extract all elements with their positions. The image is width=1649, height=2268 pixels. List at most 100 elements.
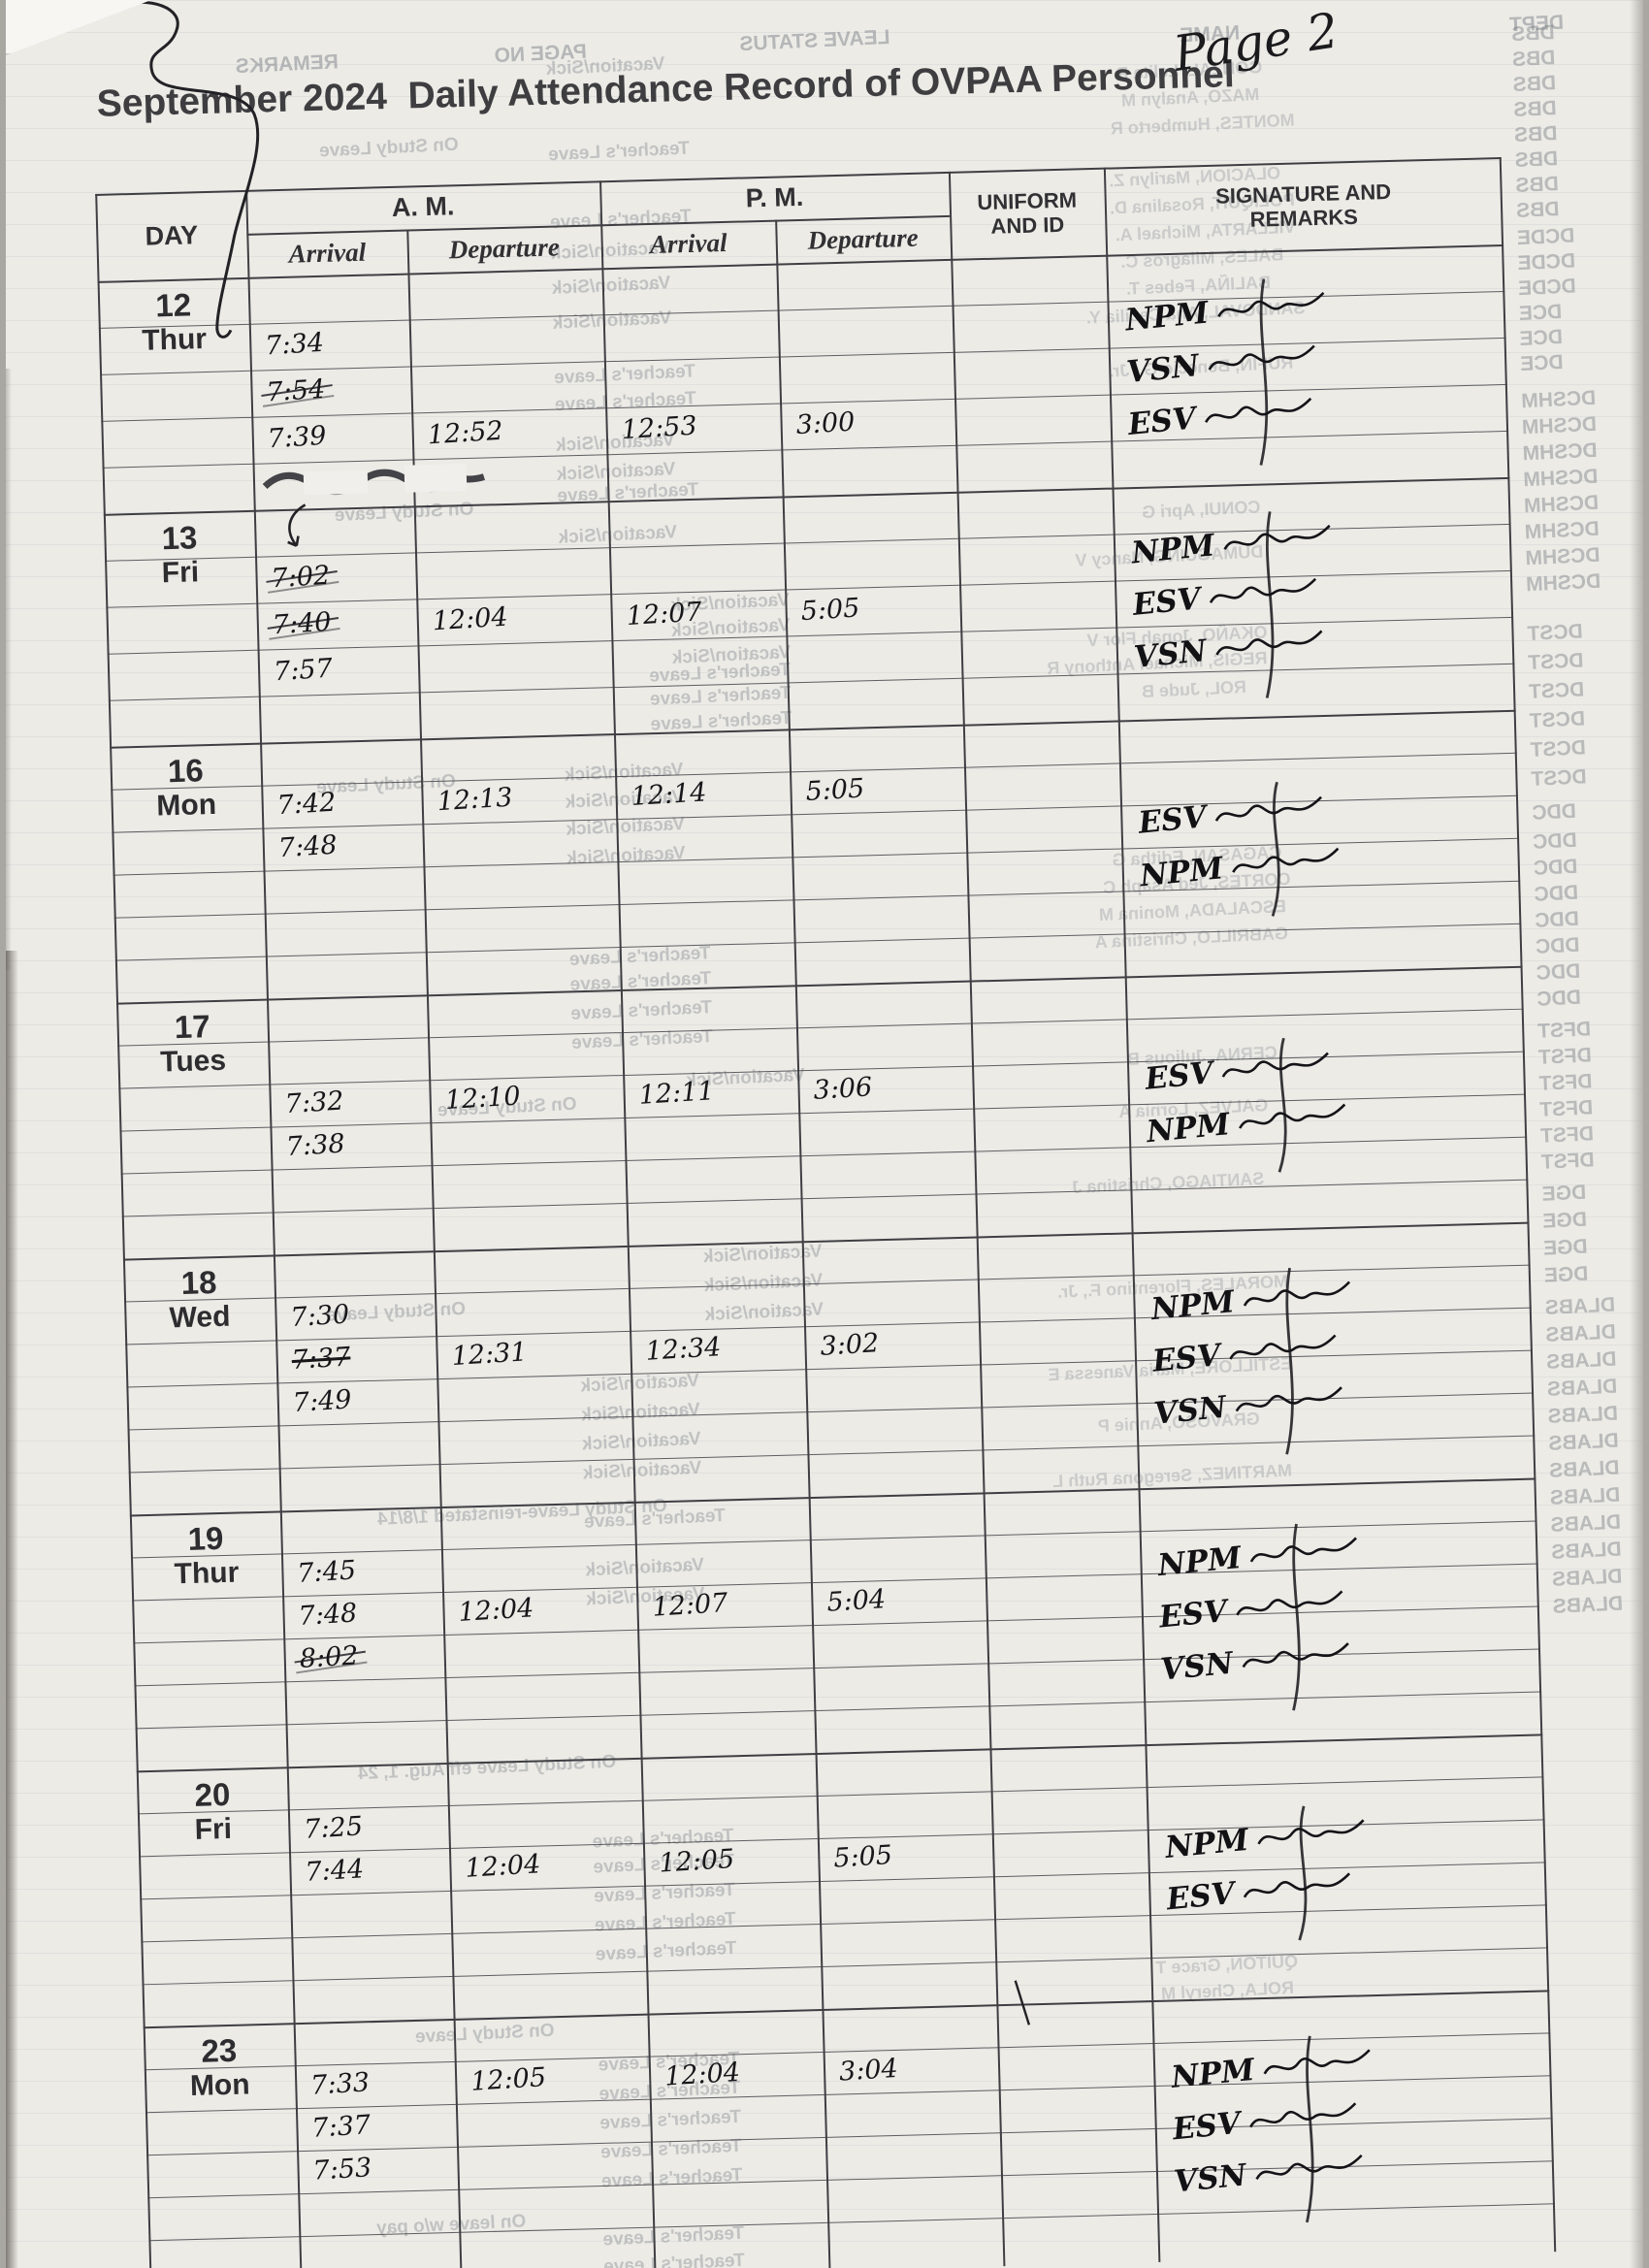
signature-flourish-icon xyxy=(1255,2154,1363,2181)
paper-page: REMARKS PAGE NO LEAVE STATUS NAME DEPT Vacati… xyxy=(6,0,1643,2268)
signature: NPM xyxy=(1139,839,1346,893)
signature-initials: ESV xyxy=(1150,1338,1222,1379)
bleedthrough-text: DFST xyxy=(1538,1096,1594,1121)
signature-flourish-icon xyxy=(1221,1052,1329,1078)
header-pm-arrival: Arrival xyxy=(649,227,728,259)
signature-long-flourish xyxy=(1236,780,1308,922)
bleedthrough-text: DDC xyxy=(1536,959,1581,985)
signature: VSN xyxy=(1159,1635,1356,1688)
time-cell-am-dep: 12:31 xyxy=(450,1337,529,1373)
bleedthrough-text: DCSHM xyxy=(1524,517,1600,544)
signature: NPM xyxy=(1156,1529,1364,1583)
bleedthrough-text: DLABS xyxy=(1552,1592,1624,1618)
time-cell-am-arr: 7:02 xyxy=(270,560,332,595)
bleedthrough-text: DDC xyxy=(1534,907,1580,932)
bleedthrough-text: DGE xyxy=(1543,1262,1589,1287)
day-weekday: Fri xyxy=(161,556,200,590)
time-cell-pm-arr: 12:04 xyxy=(663,2057,741,2092)
signature-flourish-icon xyxy=(1208,344,1315,371)
time-cell-am-arr: 7:33 xyxy=(309,2067,371,2101)
time-cell-am-dep: 12:52 xyxy=(426,415,504,451)
signature-flourish-icon xyxy=(1285,1267,1294,1455)
signature: NPM xyxy=(1145,1095,1352,1150)
bleedthrough-text: Teacher's Leave xyxy=(547,138,691,166)
signature: ESV xyxy=(1131,569,1324,623)
time-cell-am-arr: 7:39 xyxy=(266,420,328,455)
time-cell-pm-arr: 12:34 xyxy=(644,1332,723,1367)
signature: NPM xyxy=(1164,1811,1372,1865)
table-row-line xyxy=(113,880,1521,919)
signature: ESV xyxy=(1157,1582,1350,1636)
signature-flourish-icon xyxy=(1305,2035,1314,2223)
signature-long-flourish xyxy=(1249,1265,1322,1459)
time-cell-am-dep: 12:04 xyxy=(431,601,509,637)
signature-flourish-icon xyxy=(1214,795,1323,822)
day-weekday: Tues xyxy=(159,1044,227,1079)
day-date: 17 xyxy=(174,1008,211,1046)
bleedthrough-text: MONTES, Humberto R xyxy=(1110,110,1296,139)
bleedthrough-layer: REMARKS PAGE NO LEAVE STATUS NAME DEPT Vacati… xyxy=(91,0,1628,2268)
bleedthrough-text: DCSHM xyxy=(1520,386,1597,413)
signature-initials: VSN xyxy=(1152,1389,1228,1432)
table-day-blocks: 12 Thur 7:34 7:54 7:39 12:52 12:53 3:00 NPM VSN ES… xyxy=(91,0,1628,2242)
day-date: 13 xyxy=(161,519,198,557)
bleedthrough-text: DBS xyxy=(1514,147,1559,173)
table-row-line xyxy=(148,2203,1555,2242)
bleedthrough-text: DDC xyxy=(1532,828,1578,854)
header-am-departure: Departure xyxy=(448,232,561,265)
bleedthrough-text: DLABS xyxy=(1548,1456,1620,1482)
time-cell-pm-arr: 12:14 xyxy=(630,777,708,813)
day-weekday: Fri xyxy=(194,1812,233,1846)
bleedthrough-text: On Study Leave xyxy=(318,134,460,162)
bleedthrough-text: DCE xyxy=(1518,300,1563,326)
bleedthrough-text: DGE xyxy=(1542,1235,1589,1260)
bleedthrough-text: DCSHM xyxy=(1522,438,1599,466)
signature: ESV xyxy=(1137,788,1330,841)
bleedthrough-text: DCST xyxy=(1530,736,1587,761)
time-cell-am-arr: 7:44 xyxy=(304,1854,366,1888)
bleedthrough-text: DCST xyxy=(1530,765,1588,791)
signature-initials: VSN xyxy=(1158,1645,1235,1688)
signature-long-flourish xyxy=(1263,1803,1335,1945)
bleedthrough-text: REMARKS xyxy=(235,50,340,79)
signature-flourish-icon xyxy=(1229,1334,1337,1360)
signature-initials: ESV xyxy=(1137,799,1209,841)
scan-edge-shadow-left xyxy=(6,951,18,2268)
bleedthrough-text: DBS xyxy=(1515,197,1560,223)
time-cell-am-arr: 7:40 xyxy=(271,606,333,641)
time-cell-pm-dep: 5:05 xyxy=(804,773,866,808)
time-cell-pm-arr: 12:53 xyxy=(620,410,698,446)
signature: NPM xyxy=(1130,516,1338,570)
time-cell-am-arr: 7:34 xyxy=(264,327,325,362)
signature-initials: ESV xyxy=(1165,1875,1237,1918)
signature-flourish-icon xyxy=(1298,1805,1308,1941)
signature-flourish-icon xyxy=(1235,1386,1342,1412)
signature-initials: ESV xyxy=(1131,581,1203,623)
bleedthrough-text: DDC xyxy=(1533,855,1578,880)
time-cell-am-arr: 7:53 xyxy=(311,2153,373,2187)
time-cell-am-dep: 12:04 xyxy=(457,1593,535,1628)
signature-initials: ESV xyxy=(1157,1593,1229,1636)
time-cell-pm-dep: 3:00 xyxy=(794,406,857,441)
bleedthrough-text: DBS xyxy=(1513,122,1558,147)
bleedthrough-text: DCSHM xyxy=(1521,412,1598,439)
day-date: 19 xyxy=(187,1519,224,1557)
time-cell-pm-arr: 12:07 xyxy=(625,597,703,632)
bleedthrough-text: LEAVE STATUS xyxy=(738,25,890,56)
signature: VSN xyxy=(1152,1378,1349,1432)
signature-long-flourish xyxy=(1255,1521,1328,1715)
bleedthrough-text: DCSHM xyxy=(1522,465,1599,492)
signature-flourish-icon xyxy=(1257,1819,1365,1845)
time-cell-am-arr: 7:48 xyxy=(276,829,339,864)
time-cell-am-dep: 12:10 xyxy=(443,1081,522,1117)
signature-flourish-icon xyxy=(1249,1537,1357,1563)
day-weekday: Thur xyxy=(141,322,208,357)
bleedthrough-text: DDC xyxy=(1534,881,1579,906)
signature: ESV xyxy=(1151,1326,1344,1379)
table-row-line xyxy=(121,1179,1529,1217)
header-pm-departure: Departure xyxy=(807,222,920,255)
bleedthrough-text: DBS xyxy=(1514,173,1560,198)
day-weekday: Mon xyxy=(189,2068,251,2103)
bleedthrough-text: DCST xyxy=(1527,620,1584,646)
